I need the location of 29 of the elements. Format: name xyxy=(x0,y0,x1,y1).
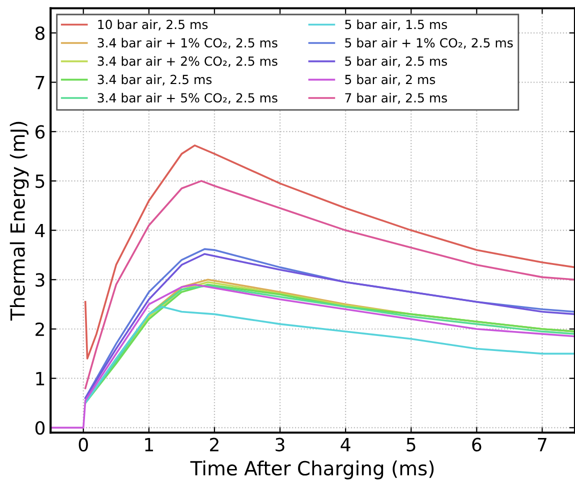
legend-label: 5 bar air + 1% CO₂, 2.5 ms xyxy=(345,38,513,49)
y-tick-label: 0 xyxy=(35,421,45,435)
y-axis-title: Thermal Energy (mJ) xyxy=(10,122,29,321)
y-tick-label: 4 xyxy=(35,224,45,238)
y-tick-label: 8 xyxy=(35,26,45,40)
legend-label: 3.4 bar air + 2% CO₂, 2.5 ms xyxy=(98,56,278,68)
x-tick-label: 3 xyxy=(276,438,284,452)
legend-label: 5 bar air, 2.5 ms xyxy=(345,56,447,68)
x-tick-label: 6 xyxy=(472,438,482,452)
y-tick-label: 6 xyxy=(36,125,45,139)
x-tick-label: 2 xyxy=(210,438,218,452)
y-tick-label: 5 xyxy=(36,174,44,188)
y-tick-label: 3 xyxy=(36,273,44,287)
legend-label: 3.4 bar air, 2.5 ms xyxy=(98,74,212,86)
y-tick-label: 2 xyxy=(36,322,44,336)
x-axis-title: Time After Charging (ms) xyxy=(190,460,434,480)
legend-label: 5 bar air, 1.5 ms xyxy=(345,19,447,30)
legend-label: 5 bar air, 2 ms xyxy=(345,74,436,86)
legend-label: 3.4 bar air + 1% CO₂, 2.5 ms xyxy=(98,38,278,49)
legend-label: 7 bar air, 2.5 ms xyxy=(345,92,447,104)
x-tick-label: 7 xyxy=(538,438,546,452)
y-tick-label: 7 xyxy=(36,76,44,90)
x-tick-label: 4 xyxy=(340,438,350,452)
y-tick-label: 1 xyxy=(36,372,44,386)
x-tick-label: 1 xyxy=(145,438,153,452)
x-tick-label: 5 xyxy=(406,438,416,452)
legend-label: 3.4 bar air + 5% CO₂, 2.5 ms xyxy=(98,92,278,104)
legend-label: 10 bar air, 2.5 ms xyxy=(98,19,208,30)
x-tick-label: 0 xyxy=(78,438,88,452)
